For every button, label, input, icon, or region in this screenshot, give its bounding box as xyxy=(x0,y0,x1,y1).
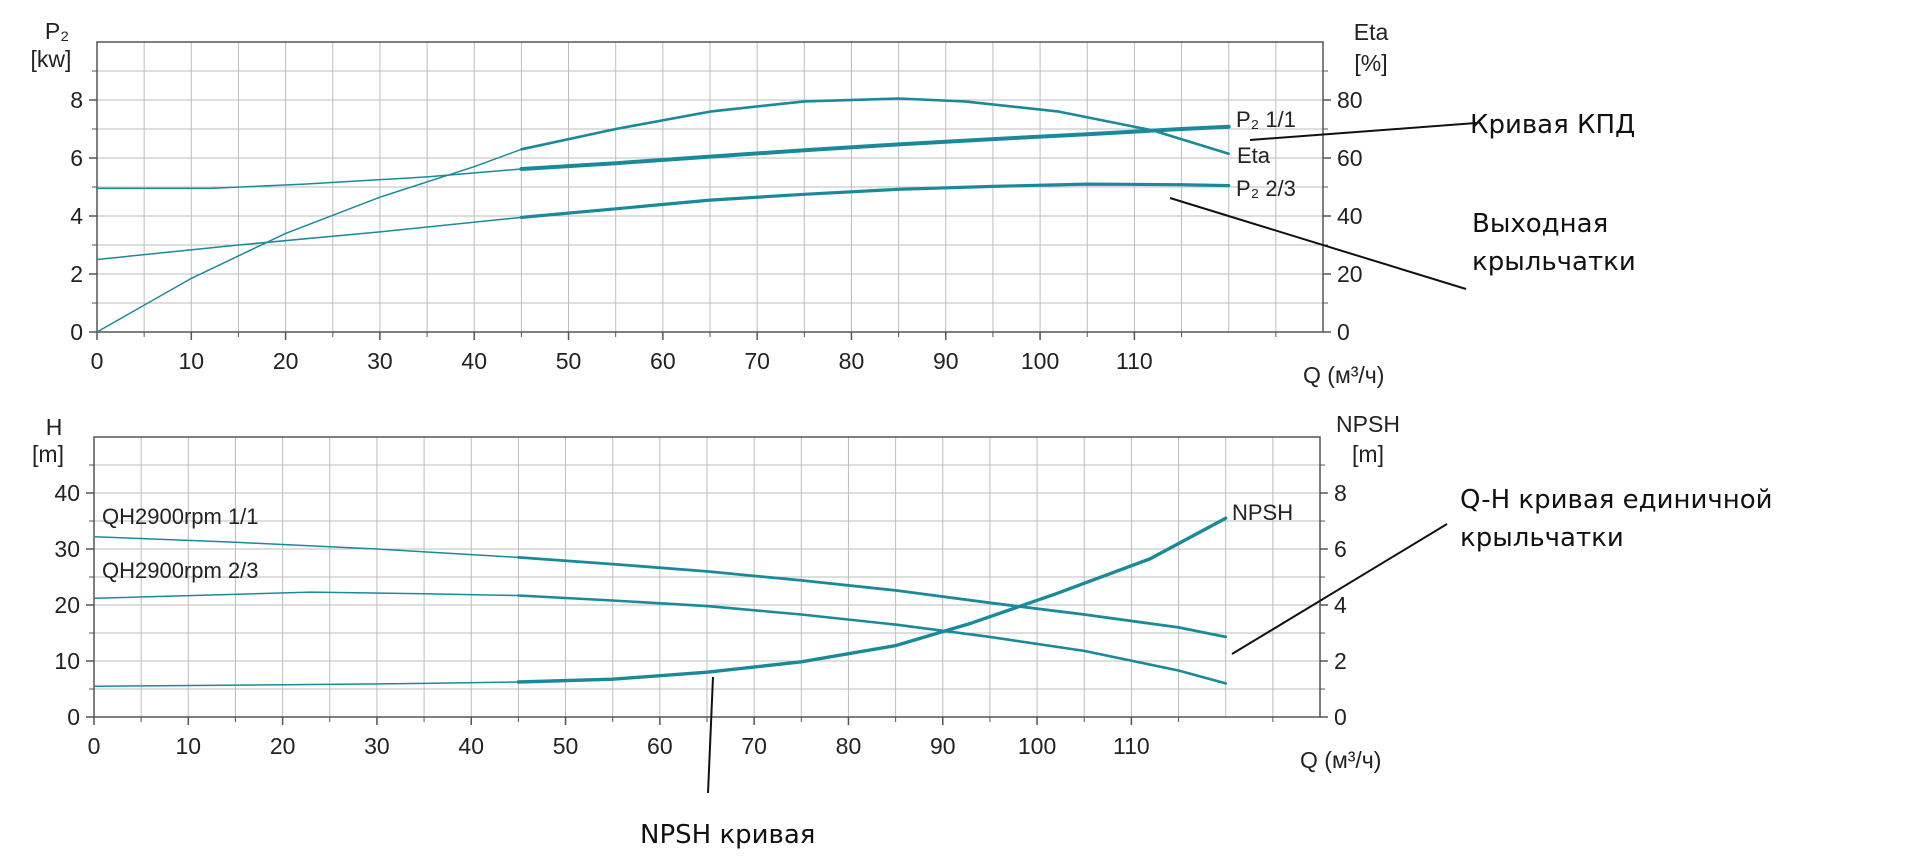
left-axis-ticks: 0 2 4 6 8 xyxy=(70,70,97,345)
right-tick-label: 80 xyxy=(1337,87,1363,113)
left-tick-label: 20 xyxy=(54,592,80,618)
series-p-2-3: P₂ 2/3 xyxy=(96,176,1296,261)
x-tick-label: 40 xyxy=(458,733,484,759)
series-line-segment xyxy=(517,594,1227,685)
series-eta: Eta xyxy=(96,97,1271,333)
right-axis-unit: [m] xyxy=(1352,441,1384,467)
left-tick-label: 10 xyxy=(54,648,80,674)
right-tick-label: 20 xyxy=(1337,261,1363,287)
left-tick-label: 2 xyxy=(70,261,83,287)
right-axis-ticks: 0 2 4 6 8 xyxy=(1320,464,1347,730)
x-tick-label: 50 xyxy=(553,733,579,759)
series-label: P₂ 2/3 xyxy=(1236,176,1296,201)
qh-annotation-line2: крыльчатки xyxy=(1460,523,1624,553)
npsh-pointer xyxy=(707,676,714,794)
right-tick-label: 4 xyxy=(1334,592,1347,618)
impeller-pointer xyxy=(1169,197,1467,290)
series-line-segment xyxy=(519,182,1231,219)
qh-pointer xyxy=(1231,523,1448,655)
right-axis-ticks: 0 20 40 60 80 xyxy=(1323,70,1363,345)
grid xyxy=(97,42,1323,332)
left-tick-label: 40 xyxy=(54,480,80,506)
series-qh2900rpm-1-1: QH2900rpm 1/1 xyxy=(93,504,1228,639)
series-label: QH2900rpm 1/1 xyxy=(102,504,259,529)
x-tick-label: 70 xyxy=(741,733,767,759)
grid xyxy=(94,437,1320,717)
x-tick-label: 40 xyxy=(461,348,487,374)
series-p-1-1: P₂ 1/1 xyxy=(96,107,1296,190)
series-label: P₂ 1/1 xyxy=(1236,107,1296,132)
right-tick-label: 8 xyxy=(1334,480,1347,506)
x-tick-label: 110 xyxy=(1116,348,1153,374)
right-tick-label: 60 xyxy=(1337,145,1363,171)
left-tick-label: 30 xyxy=(54,536,80,562)
x-tick-label: 90 xyxy=(933,348,959,374)
x-tick-label: 30 xyxy=(367,348,393,374)
x-axis-ticks: 0 10 20 30 40 50 60 70 80 90 100 110 xyxy=(91,332,1277,374)
series-label: QH2900rpm 2/3 xyxy=(102,558,259,583)
series-label: NPSH xyxy=(1232,500,1293,525)
efficiency-annotation: Кривая КПД xyxy=(1470,110,1635,140)
right-tick-label: 0 xyxy=(1334,704,1347,730)
left-axis-unit: [m] xyxy=(32,441,64,467)
x-tick-label: 20 xyxy=(273,348,299,374)
series-line-segment xyxy=(96,148,522,333)
x-tick-label: 90 xyxy=(930,733,956,759)
impeller-annotation-line1: Выходная xyxy=(1472,209,1608,239)
x-tick-label: 100 xyxy=(1018,733,1056,759)
npsh-annotation: NPSH кривая xyxy=(640,820,815,850)
x-tick-label: 10 xyxy=(176,733,202,759)
x-axis-ticks: 0 10 20 30 40 50 60 70 80 90 100 110 xyxy=(88,717,1274,759)
x-tick-label: 50 xyxy=(556,348,582,374)
x-tick-label: 10 xyxy=(179,348,205,374)
right-tick-label: 0 xyxy=(1337,319,1350,345)
x-axis-title: Q (м³/ч) xyxy=(1300,747,1381,773)
left-tick-label: 6 xyxy=(70,145,83,171)
x-tick-label: 0 xyxy=(88,733,101,759)
x-tick-label: 80 xyxy=(836,733,862,759)
x-tick-label: 0 xyxy=(91,348,104,374)
left-tick-label: 0 xyxy=(70,319,83,345)
series-line-segment xyxy=(96,216,522,261)
x-tick-label: 20 xyxy=(270,733,296,759)
series-line-segment xyxy=(519,124,1231,171)
x-tick-label: 60 xyxy=(650,348,676,374)
right-axis-unit: [%] xyxy=(1354,50,1387,76)
right-axis-title: Eta xyxy=(1354,19,1389,45)
x-axis-title: Q (м³/ч) xyxy=(1303,362,1384,388)
x-tick-label: 30 xyxy=(364,733,390,759)
left-axis-ticks: 0 10 20 30 40 xyxy=(54,464,94,730)
right-tick-label: 2 xyxy=(1334,648,1347,674)
x-tick-label: 110 xyxy=(1113,733,1150,759)
x-tick-label: 80 xyxy=(839,348,865,374)
right-tick-label: 6 xyxy=(1334,536,1347,562)
right-tick-label: 40 xyxy=(1337,203,1363,229)
series-label: Eta xyxy=(1237,143,1271,168)
series-line-segment xyxy=(93,681,519,687)
series-line-segment xyxy=(93,591,519,600)
left-axis-unit: [kw] xyxy=(31,46,72,72)
x-tick-label: 70 xyxy=(744,348,770,374)
left-tick-label: 8 xyxy=(70,87,83,113)
x-tick-label: 60 xyxy=(647,733,673,759)
right-axis-title: NPSH xyxy=(1336,411,1400,437)
annotations: Кривая КПД Выходная крыльчатки Q-H крива… xyxy=(640,110,1773,850)
efficiency-pointer xyxy=(1249,122,1477,141)
x-tick-label: 100 xyxy=(1021,348,1059,374)
series-qh2900rpm-2-3: QH2900rpm 2/3 xyxy=(93,558,1227,685)
left-tick-label: 4 xyxy=(70,203,83,229)
left-axis-title: H xyxy=(46,414,63,440)
series-npsh: NPSH xyxy=(93,500,1293,687)
impeller-annotation-line2: крыльчатки xyxy=(1472,247,1636,277)
qh-annotation-line1: Q-H кривая единичной xyxy=(1460,485,1773,515)
series-line-segment xyxy=(93,535,519,559)
left-tick-label: 0 xyxy=(67,704,80,730)
left-axis-title: P₂ xyxy=(45,18,69,44)
